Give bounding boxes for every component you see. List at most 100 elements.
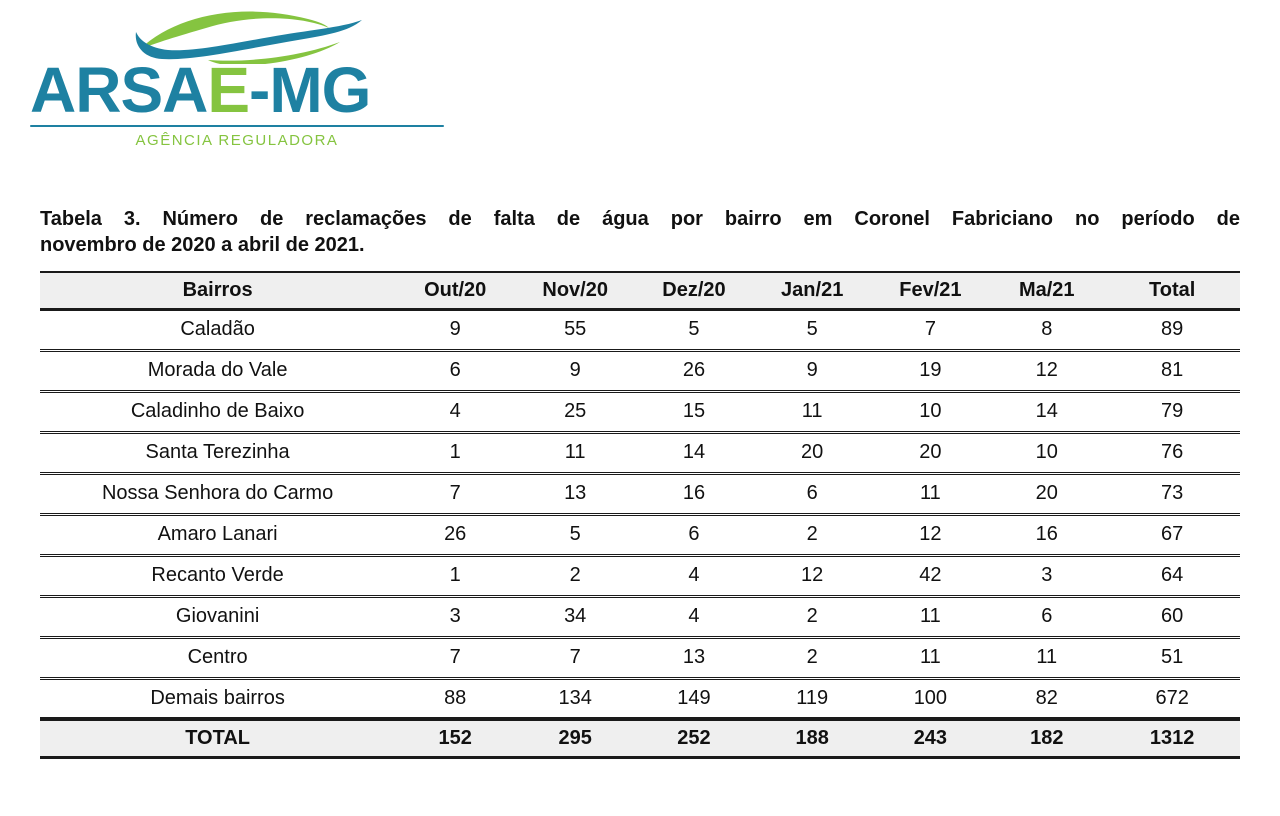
table-row: Giovanini 3 34 4 2 11 6 60 — [40, 596, 1240, 637]
row-total-cell: 51 — [1161, 646, 1184, 668]
value-cell: 11 — [919, 605, 941, 627]
bairro-cell: Centro — [187, 646, 248, 668]
bairro-cell: Demais bairros — [150, 686, 285, 709]
value-cell: 26 — [444, 523, 467, 545]
row-total-cell: 89 — [1161, 318, 1184, 340]
value-cell: 6 — [688, 523, 700, 545]
column-header-ma21: Ma/21 — [1018, 278, 1075, 301]
value-cell: 12 — [801, 564, 824, 586]
table-row: Caladão 9 55 5 5 7 8 89 — [40, 309, 1240, 350]
total-value-cell: 182 — [1030, 726, 1064, 749]
value-cell: 2 — [569, 564, 581, 586]
value-cell: 34 — [564, 605, 587, 627]
value-cell: 4 — [449, 400, 461, 422]
bairro-cell: Amaro Lanari — [157, 523, 278, 545]
value-cell: 3 — [1041, 564, 1053, 586]
table-caption: Tabela 3. Número de reclamações de falta… — [40, 206, 1240, 258]
value-cell: 9 — [806, 359, 818, 381]
value-cell: 1 — [449, 564, 461, 586]
total-value-cell: 295 — [558, 726, 592, 749]
value-cell: 82 — [1035, 686, 1058, 709]
value-cell: 25 — [564, 400, 587, 422]
row-total-cell: 81 — [1161, 359, 1184, 381]
table-caption-line2: novembro de 2020 a abril de 2021. — [40, 234, 365, 256]
logo-waves-icon — [135, 11, 362, 64]
table-row: Nossa Senhora do Carmo 7 13 16 6 11 20 7… — [40, 473, 1240, 514]
value-cell: 14 — [1035, 400, 1058, 422]
brand-text: ARSAE-MG — [30, 58, 450, 122]
complaints-table: Bairros Out/20 Nov/20 Dez/20 Jan/21 Fev/… — [40, 271, 1240, 759]
column-header-out20: Out/20 — [424, 278, 487, 301]
value-cell: 7 — [449, 482, 461, 504]
bairro-cell: Caladinho de Baixo — [130, 400, 305, 422]
arsae-logo: ARSAE-MG AGÊNCIA REGULADORA — [30, 6, 450, 149]
total-value-cell: 188 — [795, 726, 829, 749]
value-cell: 19 — [919, 359, 942, 381]
table-body: Caladão 9 55 5 5 7 8 89 Morada do Vale 6… — [40, 309, 1240, 719]
value-cell: 2 — [806, 605, 818, 627]
bairro-cell: Morada do Vale — [147, 359, 288, 381]
bairro-cell: Santa Terezinha — [145, 441, 290, 463]
value-cell: 8 — [1041, 318, 1053, 340]
value-cell: 16 — [1035, 523, 1058, 545]
bairro-cell: Recanto Verde — [151, 564, 284, 586]
value-cell: 13 — [564, 482, 587, 504]
value-cell: 6 — [806, 482, 818, 504]
table-row: Amaro Lanari 26 5 6 2 12 16 67 — [40, 514, 1240, 555]
column-header-nov20: Nov/20 — [542, 278, 608, 301]
bairro-cell: Giovanini — [175, 605, 260, 627]
value-cell: 11 — [1036, 646, 1058, 668]
total-value-cell: 152 — [438, 726, 472, 749]
value-cell: 11 — [919, 646, 941, 668]
value-cell: 11 — [919, 482, 941, 504]
value-cell: 12 — [919, 523, 942, 545]
value-cell: 11 — [801, 400, 823, 422]
brand-part-e: E — [207, 54, 250, 126]
value-cell: 10 — [919, 400, 942, 422]
column-header-bairros: Bairros — [182, 278, 253, 301]
value-cell: 20 — [801, 441, 824, 463]
total-grand-cell: 1312 — [1149, 726, 1195, 749]
value-cell: 55 — [564, 318, 587, 340]
value-cell: 12 — [1035, 359, 1058, 381]
value-cell: 9 — [569, 359, 581, 381]
total-value-cell: 243 — [913, 726, 948, 749]
value-cell: 1 — [449, 441, 461, 463]
bairro-cell: Caladão — [180, 318, 255, 340]
row-total-cell: 76 — [1161, 441, 1184, 463]
value-cell: 4 — [688, 605, 700, 627]
value-cell: 15 — [682, 400, 706, 422]
value-cell: 20 — [919, 441, 942, 463]
column-header-jan21: Jan/21 — [781, 278, 844, 301]
value-cell: 134 — [558, 686, 592, 709]
column-header-fev21: Fev/21 — [899, 278, 962, 301]
value-cell: 9 — [449, 318, 461, 340]
value-cell: 3 — [449, 605, 461, 627]
value-cell: 7 — [569, 646, 581, 668]
column-header-dez20: Dez/20 — [662, 278, 726, 301]
table-row: Recanto Verde 1 2 4 12 42 3 64 — [40, 555, 1240, 596]
value-cell: 7 — [449, 646, 461, 668]
value-cell: 26 — [682, 359, 706, 381]
value-cell: 7 — [924, 318, 936, 340]
value-cell: 11 — [564, 441, 586, 463]
table-caption-line1: Tabela 3. Número de reclamações de falta… — [40, 208, 1240, 230]
brand-tagline: AGÊNCIA REGULADORA — [135, 132, 339, 149]
row-total-cell: 67 — [1161, 523, 1184, 545]
row-total-cell: 60 — [1161, 605, 1184, 627]
total-label-cell: TOTAL — [185, 726, 250, 749]
value-cell: 6 — [1041, 605, 1053, 627]
value-cell: 2 — [806, 646, 818, 668]
brand-part-mg: -MG — [249, 54, 371, 126]
table-row: Caladinho de Baixo 4 25 15 11 10 14 79 — [40, 391, 1240, 432]
value-cell: 100 — [913, 686, 948, 709]
value-cell: 10 — [1035, 441, 1058, 463]
value-cell: 6 — [449, 359, 461, 381]
value-cell: 20 — [1035, 482, 1058, 504]
row-total-cell: 64 — [1161, 564, 1184, 586]
value-cell: 88 — [444, 686, 467, 709]
table-total-row: TOTAL 152 295 252 188 243 182 1312 — [40, 719, 1240, 757]
value-cell: 14 — [682, 441, 706, 463]
table-row: Santa Terezinha 1 11 14 20 20 10 76 — [40, 432, 1240, 473]
value-cell: 5 — [688, 318, 700, 340]
